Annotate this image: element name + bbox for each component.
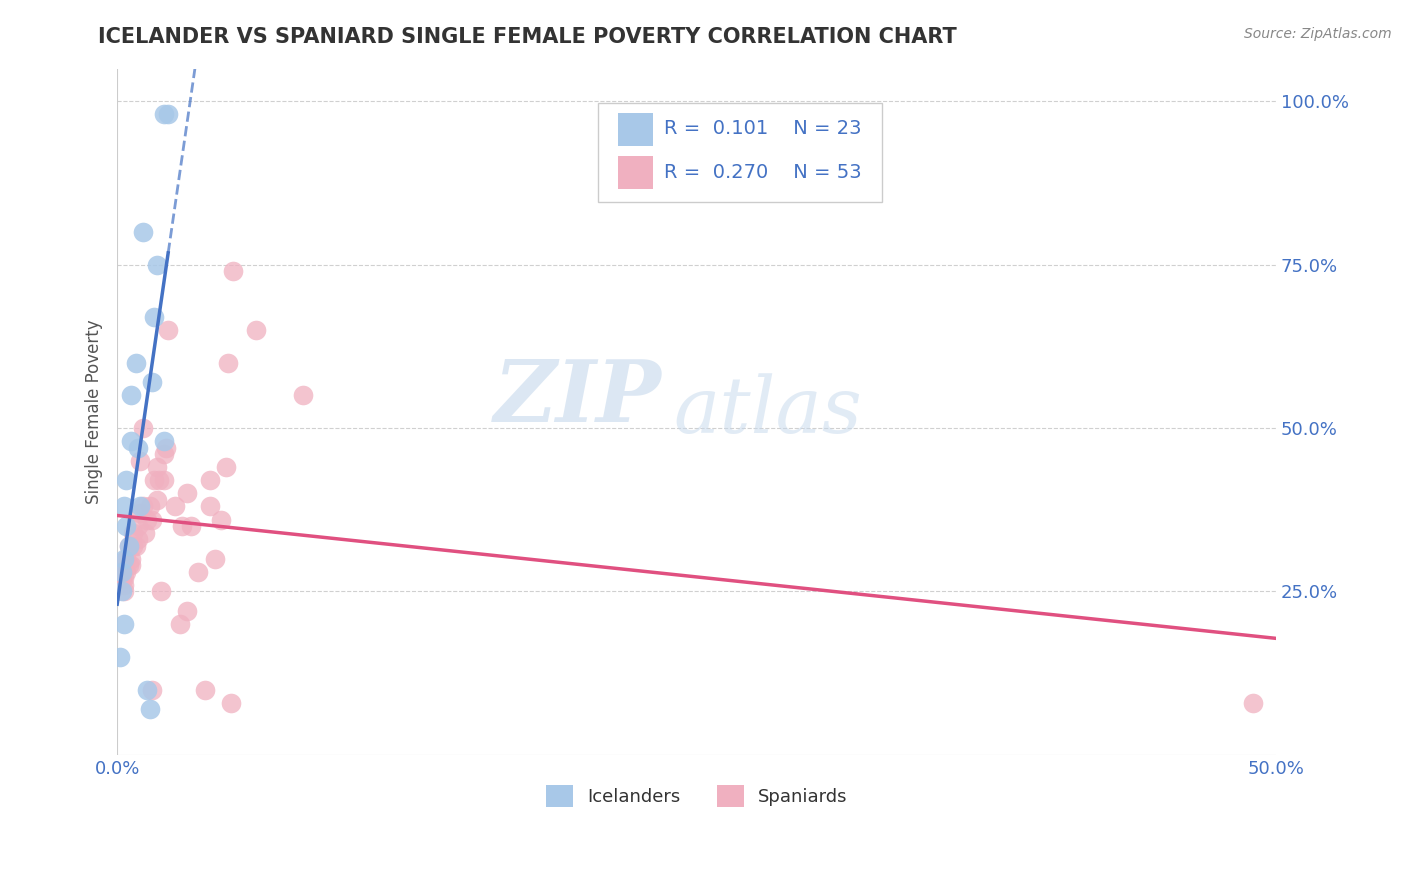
Point <box>115 551 138 566</box>
Point <box>215 460 238 475</box>
Point <box>141 512 163 526</box>
Point <box>157 323 180 337</box>
Point <box>152 434 174 449</box>
Text: ZIP: ZIP <box>494 356 662 440</box>
Point <box>127 441 149 455</box>
Point <box>148 474 170 488</box>
Point <box>118 539 141 553</box>
Point <box>1241 696 1264 710</box>
Point <box>180 519 202 533</box>
Point <box>145 258 167 272</box>
Point <box>141 376 163 390</box>
Point <box>112 578 135 592</box>
Point <box>141 682 163 697</box>
Point <box>122 539 145 553</box>
Point <box>120 551 142 566</box>
Point <box>194 682 217 697</box>
Point <box>129 454 152 468</box>
Point <box>131 421 153 435</box>
Point <box>108 649 131 664</box>
Point <box>138 702 160 716</box>
Point <box>152 474 174 488</box>
Point <box>145 460 167 475</box>
Point <box>198 474 221 488</box>
Text: ICELANDER VS SPANIARD SINGLE FEMALE POVERTY CORRELATION CHART: ICELANDER VS SPANIARD SINGLE FEMALE POVE… <box>98 27 957 46</box>
Point <box>157 107 180 121</box>
Legend: Icelanders, Spaniards: Icelanders, Spaniards <box>538 778 855 814</box>
Point <box>112 617 135 632</box>
Point <box>120 388 142 402</box>
Point <box>222 264 245 278</box>
Point <box>134 525 156 540</box>
Point <box>150 584 173 599</box>
Text: atlas: atlas <box>673 374 862 450</box>
Point <box>145 492 167 507</box>
Point <box>172 519 194 533</box>
Point <box>131 500 153 514</box>
Point <box>143 474 166 488</box>
Point <box>120 558 142 573</box>
Point <box>245 323 267 337</box>
Point <box>187 565 209 579</box>
Point <box>127 519 149 533</box>
Point <box>112 551 135 566</box>
Point <box>127 532 149 546</box>
Text: R =  0.101    N = 23: R = 0.101 N = 23 <box>664 120 862 138</box>
Point <box>136 682 159 697</box>
Point <box>112 500 135 514</box>
Point <box>112 571 135 585</box>
Point <box>125 356 148 370</box>
Point <box>120 434 142 449</box>
Bar <box>617 156 652 188</box>
Point <box>111 571 134 585</box>
Point <box>136 512 159 526</box>
FancyBboxPatch shape <box>598 103 882 202</box>
Point <box>129 506 152 520</box>
Point <box>115 474 138 488</box>
Point <box>204 551 226 566</box>
Point <box>111 584 134 599</box>
Bar <box>617 113 652 146</box>
Point <box>169 617 191 632</box>
Point <box>138 500 160 514</box>
Point <box>176 604 198 618</box>
Point <box>115 565 138 579</box>
Point <box>219 696 242 710</box>
Point <box>211 512 233 526</box>
Point <box>152 107 174 121</box>
Point <box>129 500 152 514</box>
Point <box>152 447 174 461</box>
Point <box>143 310 166 324</box>
Point <box>165 500 187 514</box>
Point <box>125 539 148 553</box>
Y-axis label: Single Female Poverty: Single Female Poverty <box>86 319 103 504</box>
Point <box>291 388 314 402</box>
Point <box>112 584 135 599</box>
Point <box>217 356 239 370</box>
Point <box>198 500 221 514</box>
Point <box>155 441 177 455</box>
Text: R =  0.270    N = 53: R = 0.270 N = 53 <box>664 162 862 182</box>
Point <box>131 225 153 239</box>
Point <box>115 519 138 533</box>
Point <box>176 486 198 500</box>
Point <box>118 558 141 573</box>
Point <box>118 539 141 553</box>
Text: Source: ZipAtlas.com: Source: ZipAtlas.com <box>1244 27 1392 41</box>
Point <box>108 565 131 579</box>
Point <box>111 565 134 579</box>
Point <box>122 525 145 540</box>
